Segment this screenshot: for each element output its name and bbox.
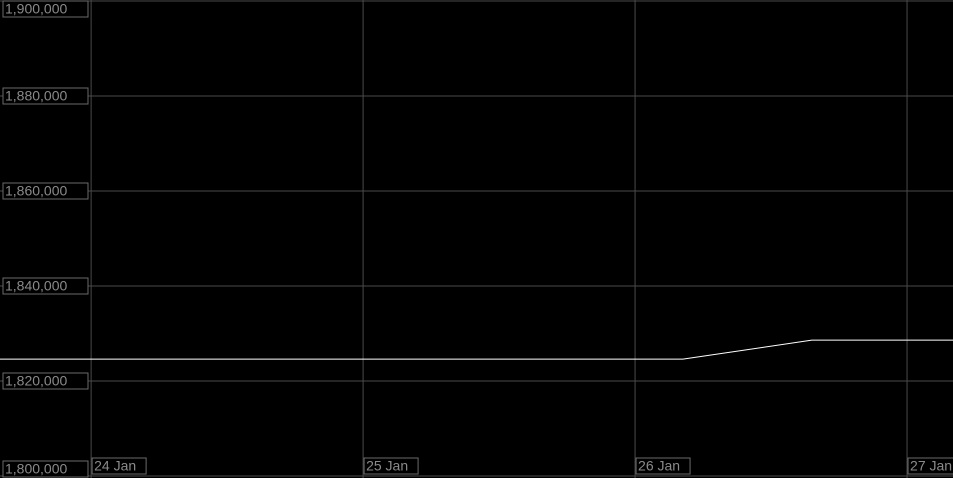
x-tick-label: 27 Jan	[910, 458, 952, 474]
x-tick-box	[635, 457, 691, 475]
y-tick-box	[2, 182, 89, 200]
line	[0, 339, 953, 360]
x-tick-box	[363, 457, 419, 475]
y-tick-box	[2, 0, 89, 18]
x-tick-box	[91, 457, 147, 475]
y-tick-label: 1,860,000	[5, 183, 67, 199]
y-tick-label: 1,900,000	[5, 1, 67, 17]
y-tick-label: 1,840,000	[5, 278, 67, 294]
x-tick-box	[907, 457, 953, 475]
y-tick-box	[2, 277, 89, 295]
x-tick-label: 25 Jan	[366, 458, 408, 474]
x-tick-label: 26 Jan	[638, 458, 680, 474]
x-tick-label: 24 Jan	[94, 458, 136, 474]
y-tick-box	[2, 460, 89, 478]
y-tick-box	[2, 372, 89, 390]
y-tick-box	[2, 87, 89, 105]
y-tick-label: 1,820,000	[5, 373, 67, 389]
y-tick-label: 1,800,000	[5, 461, 67, 477]
y-tick-label: 1,880,000	[5, 88, 67, 104]
